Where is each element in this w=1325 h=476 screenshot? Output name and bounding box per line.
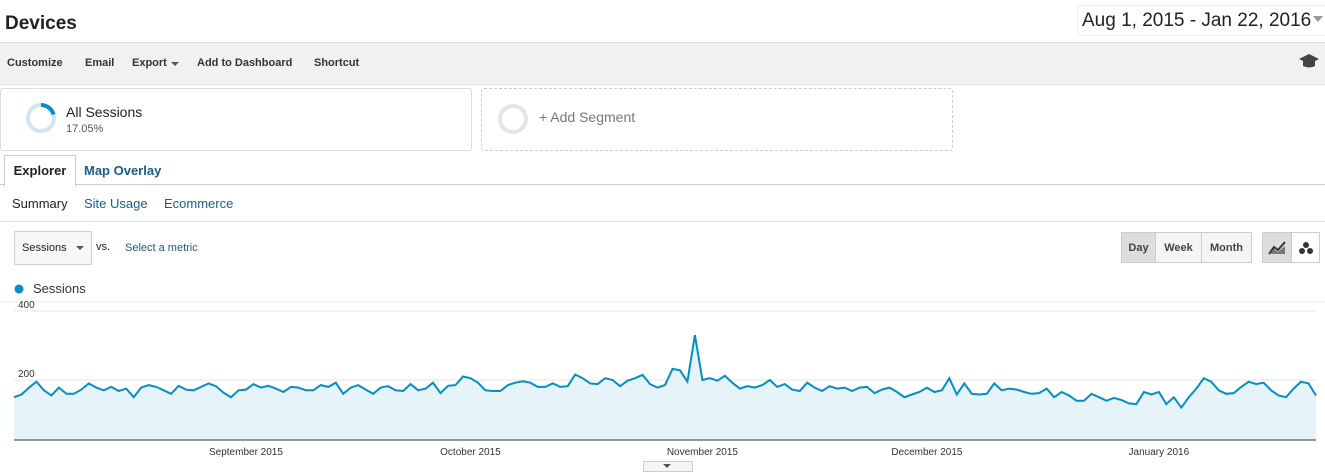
page-title: Devices (5, 13, 77, 34)
x-tick-label: November 2015 (667, 447, 739, 458)
toolbar-item[interactable]: Export (132, 57, 167, 69)
granularity-button[interactable]: Day (1121, 232, 1156, 263)
toolbar-item[interactable]: Add to Dashboard (197, 57, 293, 69)
x-tick-label: January 2016 (1129, 447, 1190, 458)
y-tick-label: 400 (18, 300, 35, 311)
date-caret (1313, 16, 1323, 22)
motion-chart-button[interactable] (1291, 232, 1320, 263)
metric-selected: Sessions (22, 242, 67, 254)
x-tick-label: October 2015 (440, 447, 501, 458)
x-tick-label: September 2015 (209, 447, 283, 458)
segment-share: 17.05% (66, 123, 104, 135)
add-segment-ring (498, 104, 528, 134)
tab-active[interactable]: Explorer (4, 155, 76, 187)
granularity-button[interactable]: Week (1155, 232, 1202, 263)
legend-swatch (14, 284, 24, 294)
add-segment[interactable]: + Add Segment (539, 109, 636, 125)
toolbar-item[interactable]: Email (85, 57, 115, 69)
segment-card[interactable] (0, 88, 472, 151)
chart: Sessions 200 400 September 2015 October 2015… (0, 281, 1325, 458)
subtab-rule (0, 221, 1325, 222)
metric-caret (76, 246, 84, 250)
academy-icon[interactable] (1298, 53, 1320, 69)
tab[interactable]: Map Overlay (84, 163, 162, 178)
granularity-button[interactable]: Month (1201, 232, 1252, 263)
second-metric[interactable]: Select a metric (125, 242, 198, 254)
toolbar-item[interactable]: Customize (7, 57, 63, 69)
toolbar-item[interactable]: Shortcut (314, 57, 360, 69)
x-tick-label: December 2015 (891, 447, 963, 458)
collapse-caret (663, 464, 671, 468)
line (13, 334, 1317, 410)
tab-rule (0, 184, 1325, 185)
subtab[interactable]: Site Usage (84, 196, 148, 211)
subtab[interactable]: Ecommerce (164, 196, 234, 211)
legend-label: Sessions (33, 281, 86, 296)
date-range[interactable]: Aug 1, 2015 - Jan 22, 2016 (1077, 5, 1325, 36)
y-tick-label: 200 (18, 369, 35, 380)
export-caret (171, 62, 179, 66)
vs-text: vs. (96, 241, 111, 253)
add-segment-card[interactable] (481, 88, 953, 151)
toolbar (0, 42, 1325, 85)
subtab-active[interactable]: Summary (12, 196, 68, 211)
segment-ring (26, 103, 56, 133)
area (14, 335, 1316, 440)
segment-name: All Sessions (66, 104, 143, 120)
line-chart-button[interactable] (1262, 232, 1292, 263)
